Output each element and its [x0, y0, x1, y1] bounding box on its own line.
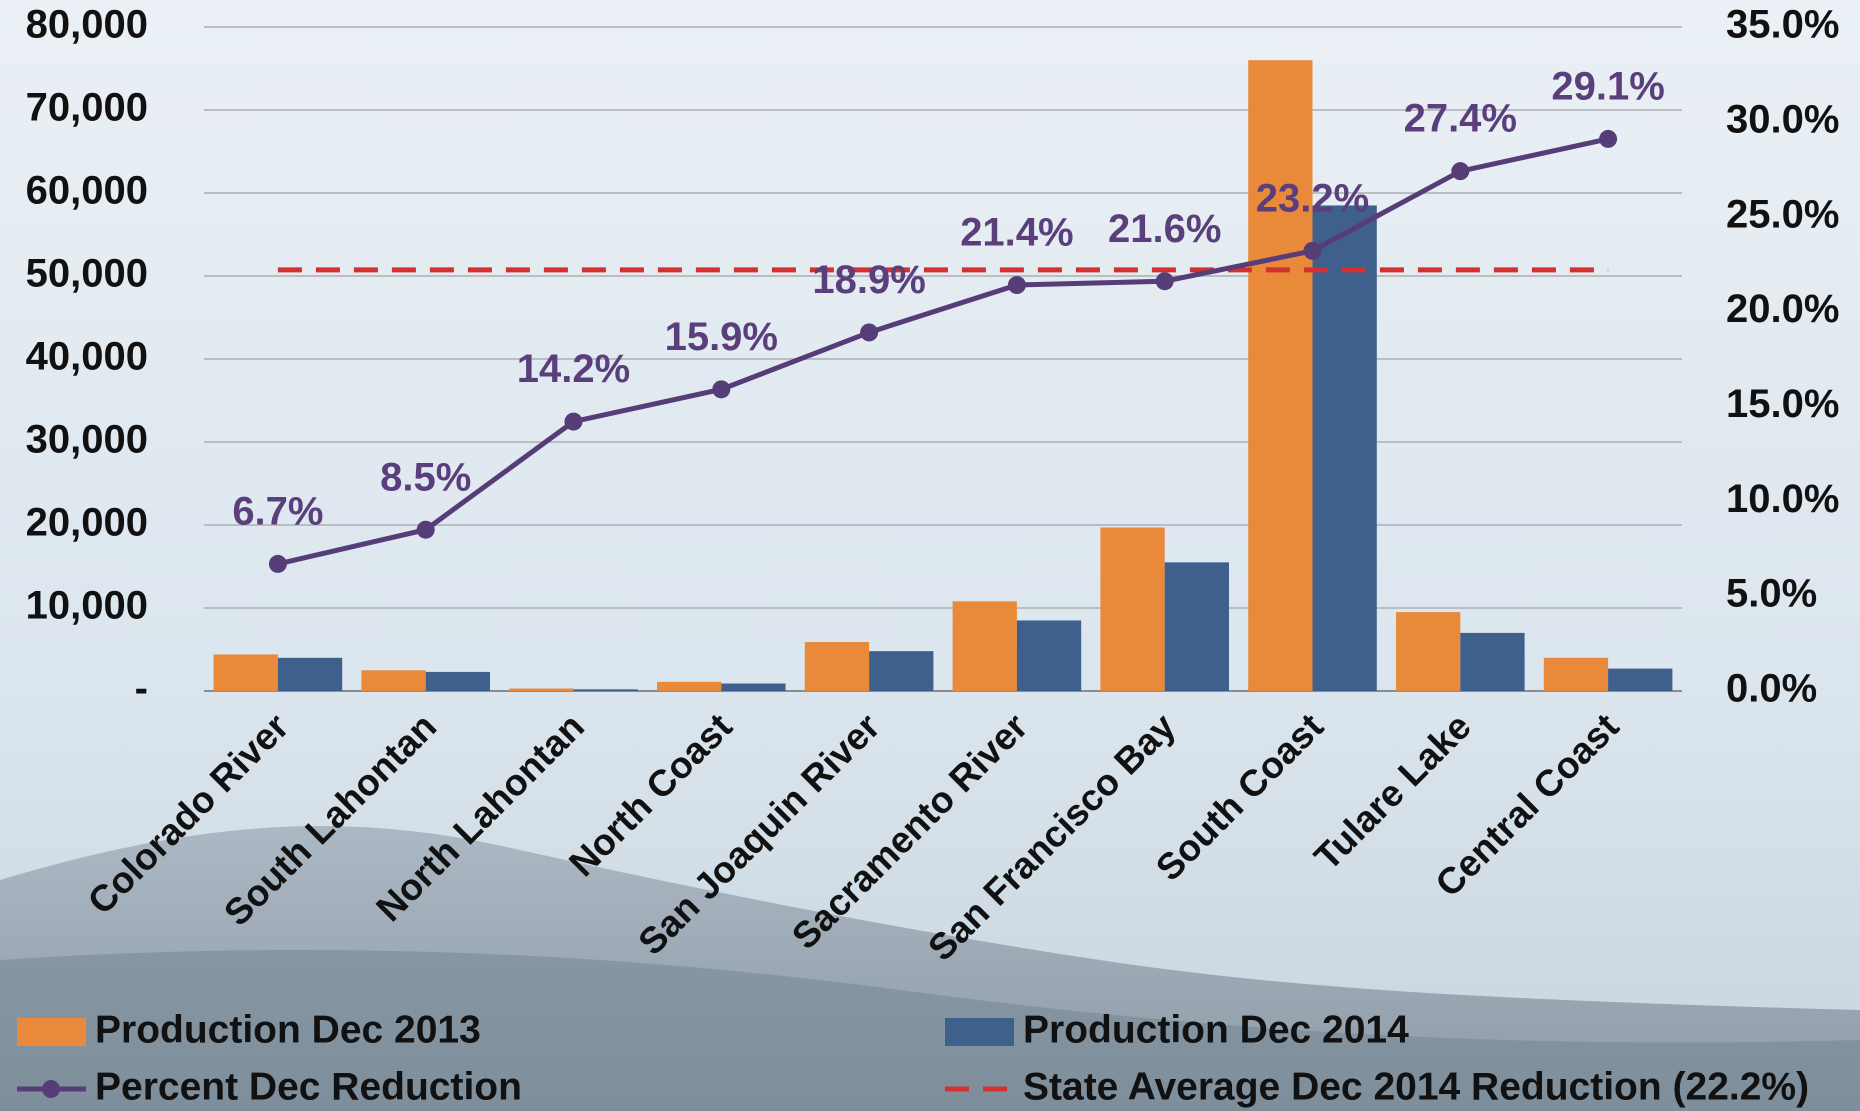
y-tick-label: 40,000: [26, 335, 148, 379]
data-label: 21.4%: [960, 211, 1073, 255]
page: - 10,000 20,000 30,000 40,000 50,000 60,000 70,…: [0, 0, 1860, 1111]
y2-tick-label: 5.0%: [1726, 572, 1817, 616]
line-marker: [269, 555, 287, 573]
bar: [869, 651, 933, 691]
bar: [1313, 205, 1377, 691]
bar: [953, 601, 1017, 691]
legend-label: Production Dec 2014: [1023, 1008, 1409, 1051]
line-marker: [712, 380, 730, 398]
legend-swatch: [17, 1018, 86, 1046]
bar: [805, 642, 869, 691]
data-label: 21.6%: [1108, 207, 1221, 251]
y2-tick-label: 15.0%: [1726, 382, 1839, 426]
bar: [1608, 669, 1672, 691]
bar: [361, 670, 425, 691]
bar: [1017, 620, 1081, 691]
y-tick-label: 20,000: [26, 501, 148, 545]
line-marker: [1304, 242, 1322, 260]
legend-label: State Average Dec 2014 Reduction (22.2%): [1023, 1065, 1809, 1108]
y-tick-label: 30,000: [26, 418, 148, 462]
bar: [657, 682, 721, 691]
bar: [1396, 612, 1460, 691]
bar: [721, 684, 785, 691]
y-tick-label: 10,000: [26, 584, 148, 628]
y-tick-label: 80,000: [26, 3, 148, 47]
y2-tick-label: 30.0%: [1726, 97, 1839, 141]
bar: [1248, 60, 1312, 691]
data-label: 29.1%: [1551, 64, 1664, 108]
bar: [1100, 527, 1164, 691]
data-label: 8.5%: [380, 455, 471, 499]
legend-swatch: [945, 1018, 1014, 1046]
bar: [278, 658, 342, 691]
y2-tick-label: 0.0%: [1726, 667, 1817, 711]
data-label: 6.7%: [232, 489, 323, 533]
data-label: 15.9%: [665, 315, 778, 359]
bar: [214, 654, 278, 691]
y2-tick-label: 20.0%: [1726, 287, 1839, 331]
y2-tick-label: 25.0%: [1726, 192, 1839, 236]
y2-tick-label: 10.0%: [1726, 477, 1839, 521]
y-tick-label: -: [135, 667, 148, 711]
legend-label: Production Dec 2013: [95, 1008, 481, 1051]
y-tick-label: 60,000: [26, 169, 148, 213]
line-marker: [1451, 162, 1469, 180]
line-marker: [1156, 272, 1174, 290]
y-tick-label: 70,000: [26, 86, 148, 130]
line-marker: [860, 323, 878, 341]
bar: [1544, 658, 1608, 691]
legend-label: Percent Dec Reduction: [95, 1065, 522, 1108]
bar: [1165, 562, 1229, 691]
bar: [1460, 633, 1524, 691]
line-marker: [565, 413, 583, 431]
bar: [426, 672, 490, 691]
data-label: 14.2%: [517, 347, 630, 391]
line-marker: [1599, 130, 1617, 148]
data-label: 18.9%: [812, 258, 925, 302]
data-label: 23.2%: [1256, 176, 1369, 220]
bar: [574, 689, 638, 691]
chart: - 10,000 20,000 30,000 40,000 50,000 60,000 70,…: [0, 0, 1860, 1111]
y-tick-label: 50,000: [26, 252, 148, 296]
line-marker: [1008, 276, 1026, 294]
bar: [509, 689, 573, 691]
y2-tick-label: 35.0%: [1726, 3, 1839, 47]
data-label: 27.4%: [1404, 97, 1517, 141]
legend-swatch: [42, 1080, 60, 1098]
line-marker: [417, 521, 435, 539]
